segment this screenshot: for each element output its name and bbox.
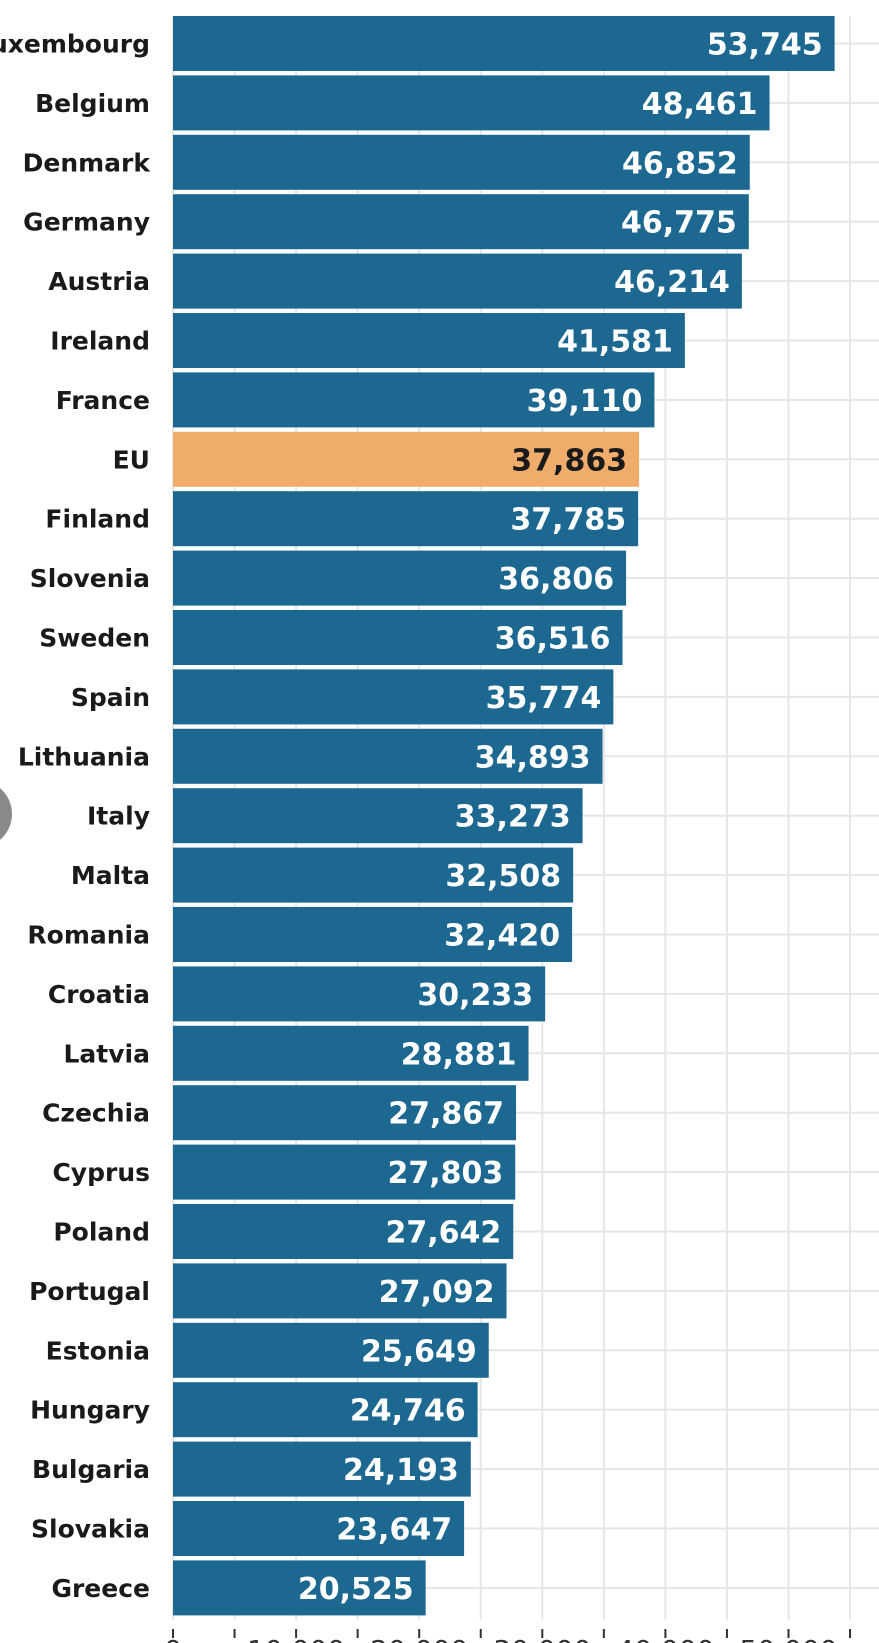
category-label: Malta [71, 861, 150, 890]
value-label: 53,745 [707, 28, 823, 63]
value-label: 34,893 [475, 740, 591, 775]
bar-hungary [173, 1382, 478, 1438]
value-label: 35,774 [486, 681, 602, 716]
category-label: Greece [51, 1574, 150, 1603]
value-label: 30,233 [417, 978, 533, 1013]
bar-slovakia [173, 1501, 465, 1556]
bar-cyprus [173, 1144, 516, 1200]
category-label: Estonia [46, 1336, 150, 1365]
value-label: 27,092 [379, 1275, 495, 1310]
bar-latvia [173, 1025, 529, 1081]
category-label: Croatia [48, 980, 150, 1009]
category-label: Austria [48, 267, 150, 296]
category-label: Portugal [29, 1277, 150, 1306]
value-label: 23,647 [336, 1513, 452, 1548]
category-label: Poland [53, 1218, 150, 1247]
category-label: Italy [87, 802, 150, 831]
value-label: 32,508 [445, 859, 561, 894]
x-tick-label: 0 [164, 1634, 182, 1643]
bar-sweden [173, 610, 623, 665]
category-label: Czechia [42, 1099, 150, 1128]
x-axis: 0 10,000 20,000 30,000 40,000 50,000 [164, 1629, 852, 1643]
bar-ireland [173, 313, 685, 368]
bar-france [173, 372, 655, 428]
value-label: 25,649 [361, 1334, 477, 1369]
value-label: 46,214 [614, 265, 730, 300]
x-tick-label: 30,000 [493, 1634, 591, 1643]
bar-austria [173, 253, 742, 309]
x-tick-label: 40,000 [616, 1634, 714, 1643]
bar-germany [173, 194, 749, 250]
category-labels: Luxembourg Belgium Denmark Germany Austria Ir… [0, 30, 151, 1603]
value-label: 37,785 [510, 503, 626, 538]
bar-finland [173, 491, 639, 547]
bar-portugal [173, 1263, 507, 1319]
value-label: 27,803 [387, 1156, 503, 1191]
category-label: Ireland [50, 327, 150, 356]
category-label: Belgium [35, 89, 150, 118]
category-label: Sweden [39, 624, 150, 653]
value-label: 24,746 [350, 1394, 466, 1429]
value-label: 48,461 [642, 87, 758, 122]
category-label: Germany [23, 208, 150, 237]
value-label: 27,867 [388, 1097, 504, 1132]
category-label: Bulgaria [32, 1455, 150, 1484]
category-label: Slovakia [31, 1515, 150, 1544]
bar-belgium [173, 75, 770, 131]
value-label: 36,806 [498, 562, 614, 597]
value-label: 27,642 [385, 1216, 501, 1251]
bar-croatia [173, 966, 546, 1022]
bar-estonia [173, 1322, 489, 1378]
value-label: 20,525 [298, 1572, 414, 1607]
bar-greece [173, 1560, 426, 1616]
category-label: Lithuania [18, 742, 150, 771]
category-label: Slovenia [30, 564, 150, 593]
x-tick-label: 10,000 [247, 1634, 345, 1643]
value-label: 46,852 [622, 146, 738, 181]
bar-poland [173, 1204, 514, 1259]
x-tick-label: 50,000 [740, 1634, 838, 1643]
bar-eu [173, 431, 640, 487]
bar-malta [173, 847, 574, 903]
category-label: EU [113, 445, 150, 474]
bar-luxembourg [173, 16, 835, 71]
page-edge-marker [0, 788, 12, 840]
value-labels: 53,745 48,461 46,852 46,775 46,214 41,581 39,1… [298, 28, 823, 1607]
value-label: 39,110 [527, 384, 643, 419]
value-label: 36,516 [495, 622, 611, 657]
bar-czechia [173, 1085, 517, 1141]
x-tick-label: 20,000 [370, 1634, 468, 1643]
bar-slovenia [173, 550, 627, 606]
value-label: 37,863 [511, 443, 627, 478]
value-label: 46,775 [621, 206, 737, 241]
category-label: Hungary [30, 1396, 150, 1425]
bar-spain [173, 669, 614, 725]
category-label: France [56, 386, 150, 415]
value-label: 33,273 [455, 800, 571, 835]
category-label: Spain [71, 683, 150, 712]
category-label: Latvia [64, 1039, 151, 1068]
category-label: Luxembourg [0, 30, 150, 59]
value-label: 41,581 [557, 325, 673, 360]
category-label: Denmark [23, 148, 152, 177]
bar-bulgaria [173, 1441, 471, 1497]
value-label: 32,420 [444, 919, 560, 954]
category-label: Finland [45, 505, 150, 534]
bar-denmark [173, 134, 750, 190]
bar-romania [173, 907, 573, 962]
bar-lithuania [173, 728, 603, 784]
bars [173, 16, 835, 1616]
value-label: 24,193 [343, 1453, 459, 1488]
value-label: 28,881 [401, 1037, 517, 1072]
category-label: Romania [27, 921, 150, 950]
category-label: Cyprus [52, 1158, 150, 1187]
bar-italy [173, 788, 583, 844]
